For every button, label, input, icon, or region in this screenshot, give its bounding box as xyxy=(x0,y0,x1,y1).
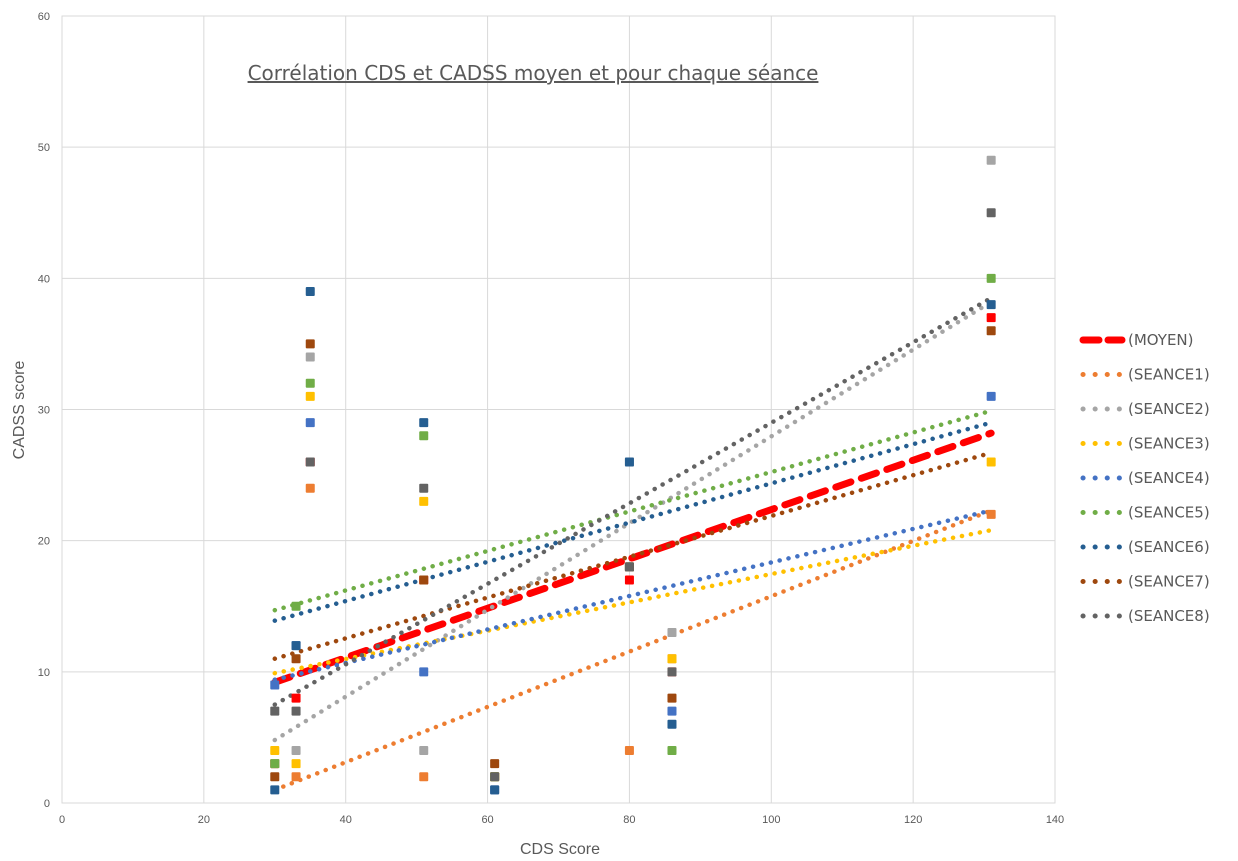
point-seance5 xyxy=(291,601,301,611)
trendlines xyxy=(271,295,995,793)
x-tick-label: 40 xyxy=(340,814,352,826)
x-tick-label: 20 xyxy=(198,814,210,826)
grid xyxy=(61,15,1056,804)
point-seance7 xyxy=(419,575,429,585)
point-seance4 xyxy=(986,391,996,401)
point-seance8 xyxy=(667,667,677,677)
point-seance8 xyxy=(490,772,500,782)
point-seance1 xyxy=(305,483,315,493)
point-seance2 xyxy=(667,627,677,637)
point-seance7 xyxy=(986,326,996,336)
y-axis-title: CADSS score xyxy=(11,361,28,460)
x-tick-label: 0 xyxy=(59,814,65,826)
point-seance3 xyxy=(270,746,280,756)
y-tick-label: 0 xyxy=(44,798,50,810)
x-axis-title: CDS Score xyxy=(520,841,600,858)
point-seance8 xyxy=(291,706,301,716)
data-points xyxy=(270,155,996,795)
point-moyen xyxy=(291,693,301,703)
x-tick-label: 120 xyxy=(904,814,922,826)
y-tick-label: 30 xyxy=(38,405,50,417)
point-seance4 xyxy=(270,680,280,690)
point-seance4 xyxy=(667,706,677,716)
legend-label-seance8: (SEANCE8) xyxy=(1128,607,1210,625)
legend-label-seance1: (SEANCE1) xyxy=(1128,366,1210,384)
point-seance8 xyxy=(624,562,634,572)
point-seance3 xyxy=(419,496,429,506)
trendline-seance3 xyxy=(272,527,994,676)
y-tick-label: 20 xyxy=(38,536,50,548)
point-seance7 xyxy=(305,339,315,349)
point-seance3 xyxy=(305,391,315,401)
point-seance4 xyxy=(305,418,315,428)
legend-label-seance5: (SEANCE5) xyxy=(1128,504,1210,522)
x-tick-label: 140 xyxy=(1046,814,1064,826)
y-tick-label: 50 xyxy=(38,142,50,154)
point-seance4 xyxy=(419,667,429,677)
point-seance7 xyxy=(291,654,301,664)
trendline-seance5 xyxy=(272,408,994,613)
point-seance8 xyxy=(270,706,280,716)
trendline-seance1 xyxy=(272,508,994,793)
legend-label-seance7: (SEANCE7) xyxy=(1128,573,1210,591)
point-moyen xyxy=(986,313,996,323)
point-seance6 xyxy=(624,457,634,467)
legend-label-seance4: (SEANCE4) xyxy=(1128,469,1210,487)
trendline-seance7 xyxy=(272,450,994,661)
point-seance6 xyxy=(305,286,315,296)
point-seance6 xyxy=(667,719,677,729)
x-tick-labels: 0 20 40 60 80 100 120 140 xyxy=(59,814,1064,826)
trendline-seance4 xyxy=(272,508,994,682)
legend-label-moyen: (MOYEN) xyxy=(1128,331,1194,349)
point-seance5 xyxy=(270,759,280,769)
point-seance1 xyxy=(419,772,429,782)
point-seance2 xyxy=(291,746,301,756)
point-seance5 xyxy=(667,746,677,756)
trendline-seance6 xyxy=(272,420,994,623)
point-seance2 xyxy=(986,155,996,165)
point-seance3 xyxy=(986,457,996,467)
legend-label-seance6: (SEANCE6) xyxy=(1128,538,1210,556)
point-seance6 xyxy=(419,418,429,428)
point-seance7 xyxy=(667,693,677,703)
point-moyen xyxy=(624,575,634,585)
point-seance7 xyxy=(490,759,500,769)
point-seance5 xyxy=(419,431,429,441)
point-seance1 xyxy=(624,746,634,756)
point-seance8 xyxy=(305,457,315,467)
legend: (MOYEN) (SEANCE1) (SEANCE2) (SEANCE3) (SEANC… xyxy=(1079,331,1210,625)
point-seance3 xyxy=(291,759,301,769)
point-seance6 xyxy=(270,785,280,795)
point-seance3 xyxy=(667,654,677,664)
x-tick-label: 80 xyxy=(623,814,635,826)
point-seance2 xyxy=(305,352,315,362)
trendline-seance8 xyxy=(272,295,994,707)
y-tick-label: 60 xyxy=(38,11,50,23)
point-seance8 xyxy=(419,483,429,493)
point-seance6 xyxy=(986,300,996,310)
point-seance5 xyxy=(986,273,996,283)
y-tick-labels: 0 10 20 30 40 50 60 xyxy=(38,11,50,810)
y-tick-label: 10 xyxy=(38,667,50,679)
point-seance5 xyxy=(305,378,315,388)
point-seance7 xyxy=(270,772,280,782)
point-seance6 xyxy=(490,785,500,795)
y-tick-label: 40 xyxy=(38,273,50,285)
chart-title: Corrélation CDS et CADSS moyen et pour c… xyxy=(248,61,819,85)
point-seance6 xyxy=(291,641,301,651)
legend-label-seance2: (SEANCE2) xyxy=(1128,400,1210,418)
x-tick-label: 100 xyxy=(762,814,780,826)
x-tick-label: 60 xyxy=(481,814,493,826)
point-seance8 xyxy=(986,208,996,218)
legend-label-seance3: (SEANCE3) xyxy=(1128,435,1210,453)
point-seance1 xyxy=(986,509,996,519)
point-seance2 xyxy=(419,746,429,756)
point-seance1 xyxy=(291,772,301,782)
